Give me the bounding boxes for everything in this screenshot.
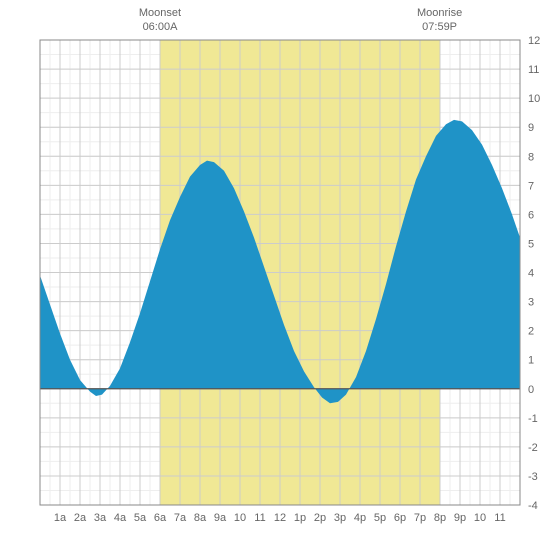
x-tick-label: 1p [294, 512, 306, 524]
x-tick-label: 2p [314, 512, 326, 524]
x-axis-labels: 1a 2a 3a 4a 5a 6a 7a 8a 9a 10 11 12 1p 2p 3p 4p 5p 6p 7p 8p… [54, 512, 506, 524]
y-tick-label: 0 [528, 384, 534, 396]
y-tick-label: 4 [528, 268, 534, 280]
y-tick-label: -3 [528, 471, 538, 483]
x-tick-label: 3a [94, 512, 107, 524]
y-tick-label: 12 [528, 35, 540, 47]
annotation-time: 07:59P [422, 21, 457, 33]
y-tick-label: 9 [528, 122, 534, 134]
y-tick-label: 6 [528, 209, 534, 221]
x-tick-label: 6a [154, 512, 167, 524]
y-tick-label: -4 [528, 500, 538, 512]
y-tick-label: 11 [528, 64, 539, 76]
y-tick-label: 2 [528, 326, 534, 338]
x-tick-label: 9p [454, 512, 466, 524]
x-tick-label: 7a [174, 512, 187, 524]
annotation-time: 06:00A [143, 21, 179, 33]
x-tick-label: 11 [494, 512, 505, 524]
x-tick-label: 2a [74, 512, 87, 524]
annotation-title: Moonset [139, 7, 181, 19]
tide-chart-svg: 1a2a3a4a5a6a7a8a9a1011121p2p3p4p5p6p7p8p… [0, 0, 550, 550]
x-tick-label: 5a [134, 512, 147, 524]
x-tick-label: 8p [434, 512, 446, 524]
y-tick-label: -1 [528, 413, 538, 425]
x-tick-label: 12 [274, 512, 286, 524]
x-tick-label: 10 [474, 512, 486, 524]
tide-chart: 1a2a3a4a5a6a7a8a9a1011121p2p3p4p5p6p7p8p… [0, 0, 550, 550]
y-tick-label: 3 [528, 297, 534, 309]
annotation-title: Moonrise [417, 7, 462, 19]
x-tick-label: 8a [194, 512, 207, 524]
y-tick-label: -2 [528, 442, 538, 454]
y-tick-label: 7 [528, 180, 534, 192]
y-tick-label: 5 [528, 238, 534, 250]
y-tick-label: 8 [528, 151, 534, 163]
x-tick-label: 9a [214, 512, 227, 524]
x-tick-label: 10 [234, 512, 246, 524]
y-tick-label: 1 [528, 355, 534, 367]
x-tick-label: 4p [354, 512, 366, 524]
x-tick-label: 4a [114, 512, 127, 524]
x-tick-label: 11 [254, 512, 265, 524]
x-tick-label: 3p [334, 512, 346, 524]
x-tick-label: 5p [374, 512, 386, 524]
y-tick-label: 10 [528, 93, 540, 105]
x-tick-label: 6p [394, 512, 406, 524]
x-tick-label: 7p [414, 512, 426, 524]
x-tick-label: 1a [54, 512, 67, 524]
